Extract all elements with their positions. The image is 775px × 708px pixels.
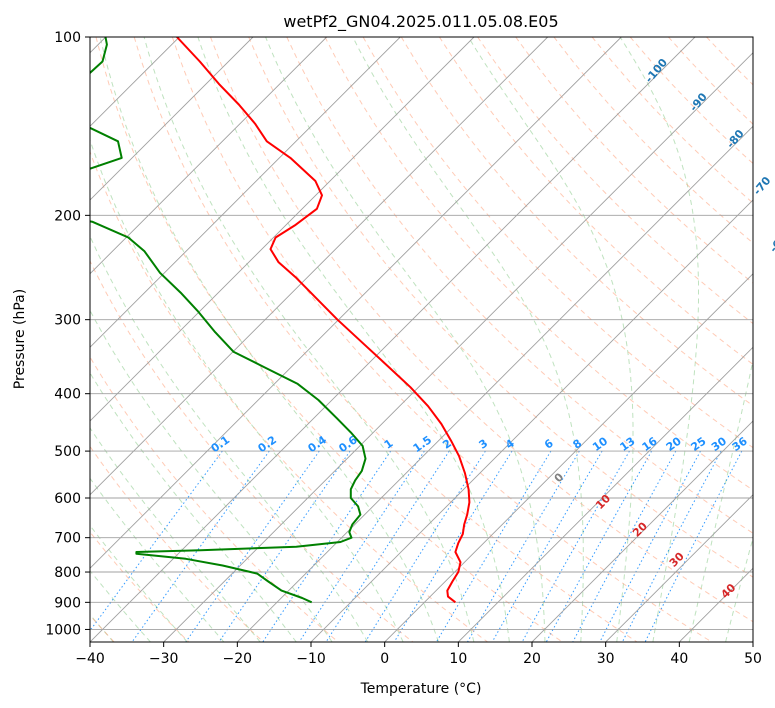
isotherm-line bbox=[531, 420, 753, 642]
mixing-ratio-line bbox=[262, 450, 392, 642]
y-tick-label: 500 bbox=[54, 444, 81, 460]
dewpoint-line bbox=[90, 37, 367, 604]
chart-title: wetPf2_GN04.2025.011.05.08.E05 bbox=[283, 12, 558, 32]
mixing-ratio-line bbox=[572, 450, 677, 642]
x-tick-label: 0 bbox=[380, 651, 389, 667]
mixing-ratio-line bbox=[298, 450, 425, 642]
isotherm-line bbox=[90, 37, 622, 569]
dry-adiabat-line bbox=[324, 37, 753, 491]
isotherm-line bbox=[90, 37, 549, 496]
y-tick-label: 300 bbox=[54, 313, 81, 329]
dry-adiabat-line bbox=[362, 37, 753, 449]
x-axis: −40 −30 −20 −10 0 10 20 30 40 50 bbox=[75, 642, 762, 667]
mixing-ratio-line bbox=[621, 450, 722, 642]
dry-adiabat-line bbox=[400, 37, 753, 407]
dry-adiabat-line bbox=[171, 37, 712, 642]
y-tick-label: 900 bbox=[54, 595, 81, 611]
dry-adiabat-line bbox=[133, 37, 638, 642]
dry-adiabat-line bbox=[90, 445, 264, 642]
mixing-ratio-line bbox=[599, 450, 701, 642]
moist-adiabat-line bbox=[467, 37, 634, 642]
x-tick-label: 10 bbox=[449, 651, 467, 667]
x-tick-label: −10 bbox=[296, 651, 326, 667]
moist-adiabat-line bbox=[143, 37, 475, 642]
plot-frame bbox=[89, 36, 754, 643]
mixing-ratio-line bbox=[218, 450, 351, 642]
mixing-ratio-line bbox=[521, 450, 630, 642]
isotherm-line bbox=[90, 37, 696, 642]
moist-adiabat-line bbox=[90, 427, 261, 642]
x-tick-label: −30 bbox=[149, 651, 179, 667]
y-tick-label: 100 bbox=[54, 30, 81, 46]
moist-adiabat-line bbox=[90, 371, 297, 642]
x-tick-label: 50 bbox=[744, 651, 762, 667]
x-tick-label: 30 bbox=[597, 651, 615, 667]
moist-adiabat-line bbox=[90, 569, 151, 642]
y-axis: 100 200 300 400 500 600 700 800 900 1000 bbox=[45, 30, 90, 638]
dry-adiabat-line bbox=[248, 37, 753, 578]
isotherm-line bbox=[605, 494, 753, 642]
moist-adiabat-line bbox=[90, 477, 225, 642]
y-tick-label: 1000 bbox=[45, 622, 81, 638]
dry-adiabat-line bbox=[210, 37, 753, 623]
y-tick-label: 400 bbox=[54, 387, 81, 403]
moist-adiabat-line bbox=[90, 524, 188, 642]
mixing-ratio-line bbox=[644, 450, 743, 642]
isotherm-line bbox=[457, 346, 753, 642]
y-tick-label: 200 bbox=[54, 208, 81, 224]
temperature-line bbox=[176, 37, 471, 604]
isotherm-line bbox=[90, 37, 401, 348]
moist-adiabat-line bbox=[90, 235, 369, 642]
mixing-ratio-line bbox=[185, 450, 320, 642]
moist-adiabat-line bbox=[99, 37, 439, 642]
mixing-ratio-line bbox=[90, 450, 223, 632]
mixing-ratio-line bbox=[545, 450, 653, 642]
isotherm-line bbox=[310, 199, 753, 642]
dry-adiabat-line bbox=[90, 150, 488, 642]
isotherm-line bbox=[90, 37, 475, 422]
y-tick-label: 800 bbox=[54, 565, 81, 581]
x-tick-label: 40 bbox=[670, 651, 688, 667]
dry-adiabat-line bbox=[95, 37, 563, 642]
mixing-ratio-line bbox=[491, 450, 603, 642]
y-tick-label: 600 bbox=[54, 491, 81, 507]
isotherm-line bbox=[384, 273, 753, 642]
background-lines bbox=[90, 37, 753, 642]
moist-adiabat-line bbox=[90, 138, 404, 642]
profile-lines bbox=[90, 37, 471, 604]
x-tick-label: −40 bbox=[75, 651, 105, 667]
moist-adiabat-line bbox=[619, 37, 699, 642]
isotherm-line bbox=[236, 125, 753, 642]
moist-adiabat-line bbox=[352, 37, 584, 642]
dry-adiabat-label: -60 bbox=[767, 231, 775, 255]
y-axis-title: Pressure (hPa) bbox=[12, 289, 28, 389]
x-tick-label: −20 bbox=[223, 651, 253, 667]
y-tick-label: 700 bbox=[54, 531, 81, 547]
isotherm-line bbox=[90, 37, 328, 275]
isotherm-line bbox=[90, 37, 254, 201]
moist-adiabat-line bbox=[265, 37, 546, 642]
x-axis-title: Temperature (°C) bbox=[360, 681, 482, 697]
x-tick-label: 20 bbox=[523, 651, 541, 667]
isotherm-line bbox=[163, 52, 753, 642]
